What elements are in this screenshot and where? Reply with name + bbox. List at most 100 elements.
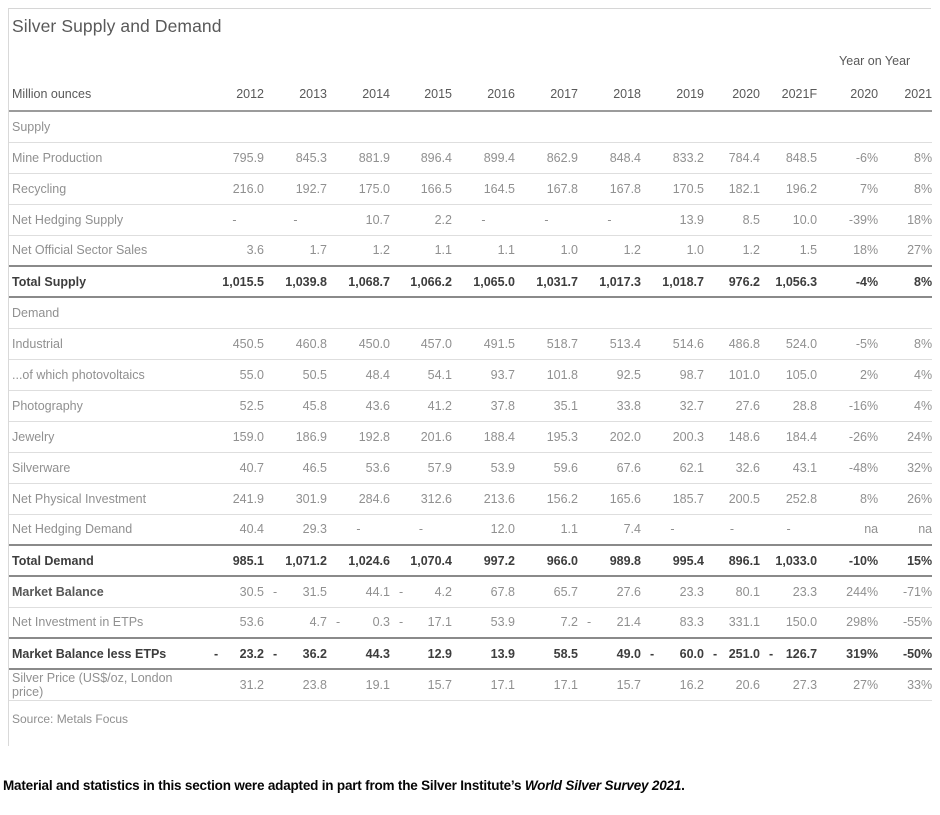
cell-yoy-value: 24%	[878, 421, 933, 453]
cell-yoy-value: -55%	[878, 607, 933, 639]
cell-value: 182.1	[704, 173, 760, 205]
cell-negative-value: -0.3	[327, 607, 390, 639]
table-row: Net Hedging Demand 40.4 29.3- -12.0 1.1 7.4- -…	[9, 514, 933, 546]
cell-value: 53.9	[452, 607, 515, 639]
cell-value: 13.9	[452, 638, 515, 670]
cell-yoy-value: 7%	[817, 173, 879, 205]
table-row: Net Hedging Supply - -10.7 2.2- - -13.9 8.5 10.…	[9, 204, 933, 236]
row-label: Market Balance less ETPs	[9, 638, 205, 670]
table-row: Mine Production 795.9 845.3 881.9 896.4 899.4…	[9, 142, 933, 174]
cell-yoy-value: 4%	[878, 359, 933, 391]
table-row: Net Physical Investment 241.9 301.9 284.6 31…	[9, 483, 933, 515]
cell-value: 58.5	[515, 638, 578, 670]
cell-value: 1.1	[390, 235, 452, 267]
cell-value: 10.0	[760, 204, 818, 236]
year-column-header: 2019	[641, 73, 704, 112]
cell-value: 1.5	[760, 235, 818, 267]
row-label: Photography	[9, 390, 205, 422]
year-column-header: 2020	[817, 73, 879, 112]
cell-value: 1,070.4	[390, 545, 452, 577]
cell-yoy-value: 26%	[878, 483, 933, 515]
cell-no-data: -	[760, 514, 818, 546]
row-label: Net Physical Investment	[9, 483, 205, 515]
cell-value: 83.3	[641, 607, 704, 639]
spacer-cell	[9, 49, 817, 73]
cell-negative-value: -21.4	[578, 607, 641, 639]
cell-value: 833.2	[641, 142, 704, 174]
cell-value: 896.4	[390, 142, 452, 174]
cell-yoy-value: -10%	[817, 545, 879, 577]
cell-yoy-value: 18%	[817, 235, 879, 267]
cell-no-data: -	[205, 204, 264, 236]
table-row: Silverware 40.7 46.5 53.6 57.9 53.9 59.6 67.6 62…	[9, 452, 933, 484]
table-row: Total Demand 985.1 1,071.2 1,024.6 1,070.4 99…	[9, 545, 933, 577]
cell-value: 167.8	[515, 173, 578, 205]
cell-negative-value: -4.2	[390, 576, 452, 608]
cell-value: 192.8	[327, 421, 390, 453]
cell-yoy-value: -50%	[878, 638, 933, 670]
row-label: Net Investment in ETPs	[9, 607, 205, 639]
column-header-row: Million ounces 2012 2013 2014 2015 2016 2017 2…	[9, 73, 933, 112]
cell-negative-value: -23.2	[205, 638, 264, 670]
cell-value: 40.4	[205, 514, 264, 546]
cell-value: 27.3	[760, 669, 818, 701]
cell-value: 33.8	[578, 390, 641, 422]
cell-value: 460.8	[264, 328, 327, 360]
row-label: Silverware	[9, 452, 205, 484]
cell-value: 57.9	[390, 452, 452, 484]
row-label: Recycling	[9, 173, 205, 205]
cell-value: 976.2	[704, 266, 760, 298]
unit-label: Million ounces	[9, 73, 205, 112]
cell-value: 165.6	[578, 483, 641, 515]
cell-yoy-value: -5%	[817, 328, 879, 360]
footnote-text: Material and statistics in this section …	[3, 778, 525, 793]
cell-value: 50.5	[264, 359, 327, 391]
cell-value: 28.8	[760, 390, 818, 422]
cell-no-data: -	[704, 514, 760, 546]
cell-value: 23.8	[264, 669, 327, 701]
cell-value: 32.7	[641, 390, 704, 422]
year-column-header: 2021	[878, 73, 933, 112]
cell-negative-value: -36.2	[264, 638, 327, 670]
row-label: Market Balance	[9, 576, 205, 608]
cell-value: 12.9	[390, 638, 452, 670]
cell-value: 15.7	[390, 669, 452, 701]
cell-value: 98.7	[641, 359, 704, 391]
cell-yoy-value: na	[817, 514, 879, 546]
cell-value: 53.6	[205, 607, 264, 639]
cell-value: 513.4	[578, 328, 641, 360]
cell-value: 35.1	[515, 390, 578, 422]
cell-value: 17.1	[515, 669, 578, 701]
cell-value: 105.0	[760, 359, 818, 391]
cell-yoy-value: 8%	[817, 483, 879, 515]
cell-value: 40.7	[205, 452, 264, 484]
cell-value: 216.0	[205, 173, 264, 205]
row-label: Total Demand	[9, 545, 205, 577]
cell-value: 8.5	[704, 204, 760, 236]
cell-yoy-value: 4%	[878, 390, 933, 422]
cell-value: 93.7	[452, 359, 515, 391]
cell-yoy-value: -48%	[817, 452, 879, 484]
cell-value: 185.7	[641, 483, 704, 515]
cell-value: 985.1	[205, 545, 264, 577]
table-row: ...of which photovoltaics 55.0 50.5 48.4 54.…	[9, 359, 933, 391]
row-label: Jewelry	[9, 421, 205, 453]
cell-value: 896.1	[704, 545, 760, 577]
cell-yoy-value: 33%	[878, 669, 933, 701]
cell-value: 54.1	[390, 359, 452, 391]
cell-value: 67.6	[578, 452, 641, 484]
cell-value: 17.1	[452, 669, 515, 701]
cell-value: 184.4	[760, 421, 818, 453]
cell-value: 995.4	[641, 545, 704, 577]
cell-value: 32.6	[704, 452, 760, 484]
cell-no-data: -	[515, 204, 578, 236]
table-row: Market Balance 30.5-31.5 44.1-4.2 67.8 65.7 2…	[9, 576, 933, 608]
row-label: Silver Price (US$/oz, London price)	[9, 669, 205, 701]
cell-value: 101.0	[704, 359, 760, 391]
cell-value: 150.0	[760, 607, 818, 639]
row-label: Demand	[9, 297, 933, 329]
cell-value: 1,024.6	[327, 545, 390, 577]
cell-value: 3.6	[205, 235, 264, 267]
cell-value: 43.6	[327, 390, 390, 422]
cell-value: 27.6	[578, 576, 641, 608]
